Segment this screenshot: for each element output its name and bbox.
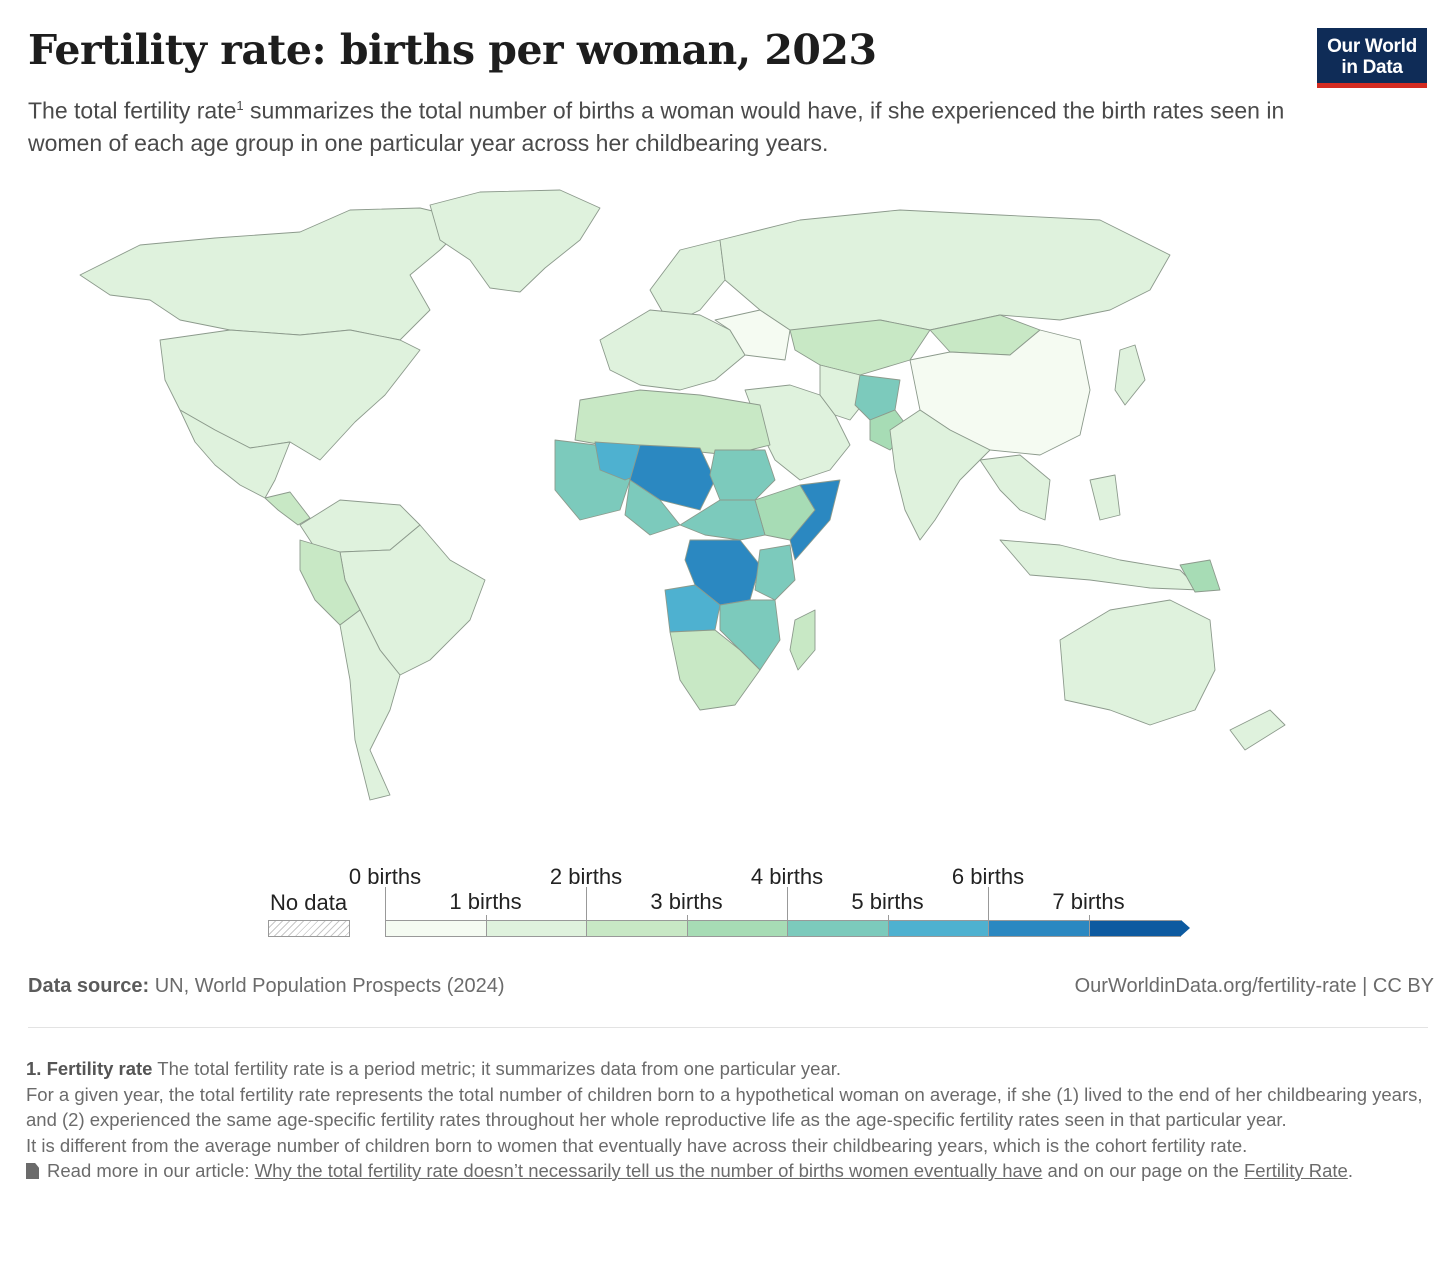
legend-tick-7 <box>1088 915 1090 937</box>
region-central-america[interactable] <box>264 491 311 526</box>
read-more-middle: and on our page on the <box>1042 1160 1244 1181</box>
region-central-africa[interactable] <box>679 499 766 541</box>
region-east-africa[interactable] <box>754 544 796 601</box>
legend-label-0: 0 births <box>348 864 422 889</box>
legend-tick-5 <box>887 915 889 937</box>
region-new-zealand[interactable] <box>1229 709 1286 751</box>
chart-title: Fertility rate: births per woman, 2023 <box>28 26 877 74</box>
legend-tick-6 <box>988 887 989 937</box>
legend-label-6: 6 births <box>951 864 1025 889</box>
region-western-europe[interactable] <box>599 309 746 391</box>
region-philippines[interactable] <box>1089 474 1121 521</box>
footnote-read-more: Read more in our article: Why the total … <box>26 1158 1428 1184</box>
read-more-prefix: Read more in our article: <box>47 1160 255 1181</box>
legend-bin-6[interactable] <box>988 920 1089 937</box>
legend-arrow <box>1180 920 1190 936</box>
credit-link[interactable]: OurWorldinData.org/fertility-rate | CC B… <box>1074 975 1434 997</box>
legend-bin-3[interactable] <box>686 920 787 937</box>
legend-tick-0 <box>385 887 386 937</box>
legend-no-data-label: No data <box>270 890 348 915</box>
legend-no-data-swatch <box>268 920 350 937</box>
region-greenland[interactable] <box>429 189 601 293</box>
region-australia[interactable] <box>1059 599 1216 726</box>
footnote-ref[interactable]: 1 <box>236 98 244 113</box>
legend-tick-4 <box>787 887 788 937</box>
footnote-1: 1. Fertility rate The total fertility ra… <box>26 1056 1428 1082</box>
legend-bin-5[interactable] <box>887 920 988 937</box>
region-india[interactable] <box>889 409 991 541</box>
region-mexico[interactable] <box>179 409 291 499</box>
legend-label-5: 5 births <box>851 889 924 914</box>
color-legend: No data 0 births 1 births 2 births 3 births… <box>260 860 1200 950</box>
region-nigeria[interactable] <box>624 479 681 536</box>
data-source-label: Data source: <box>28 975 150 997</box>
legend-bin-2[interactable] <box>586 920 687 937</box>
legend-label-2: 2 births <box>549 864 623 889</box>
legend-bin-0[interactable] <box>385 920 486 937</box>
legend-bin-7[interactable] <box>1088 920 1181 937</box>
region-canada[interactable] <box>79 207 471 341</box>
read-more-end: . <box>1347 1160 1353 1181</box>
region-indonesia[interactable] <box>999 539 1201 591</box>
region-somalia[interactable] <box>789 479 841 561</box>
data-source: Data source: UN, World Population Prospe… <box>28 975 505 998</box>
article-link[interactable]: Why the total fertility rate doesn’t nec… <box>254 1160 1043 1181</box>
region-papua-new-guinea[interactable] <box>1179 559 1221 593</box>
legend-tick-2 <box>586 887 587 937</box>
region-argentina-chile[interactable] <box>339 609 401 801</box>
legend-bin-4[interactable] <box>787 920 888 937</box>
chart-subtitle: The total fertility rate1 summarizes the… <box>28 90 1308 159</box>
divider <box>28 1027 1428 1028</box>
logo-line-1: Our World <box>1327 36 1417 57</box>
world-choropleth-map[interactable] <box>0 180 1456 840</box>
region-southeast-asia[interactable] <box>979 454 1051 521</box>
subtitle-text-end: summarizes the total number of births a … <box>28 97 1285 156</box>
owid-logo[interactable]: Our World in Data <box>1317 28 1427 88</box>
region-kazakhstan[interactable] <box>789 319 931 376</box>
footnotes: 1. Fertility rate The total fertility ra… <box>26 1056 1428 1184</box>
region-tanzania-mozambique[interactable] <box>719 599 781 671</box>
fertility-rate-page-link[interactable]: Fertility Rate <box>1244 1160 1348 1181</box>
data-source-text: UN, World Population Prospects (2024) <box>149 975 505 997</box>
document-icon <box>26 1163 39 1179</box>
legend-bin-1[interactable] <box>485 920 586 937</box>
footnote-1-text: The total fertility rate is a period met… <box>152 1058 842 1079</box>
subtitle-text-start: The total fertility rate <box>28 97 237 124</box>
region-japan[interactable] <box>1114 344 1146 406</box>
region-russia[interactable] <box>719 209 1171 331</box>
legend-tick-1 <box>485 915 487 937</box>
region-angola[interactable] <box>664 584 721 633</box>
footnote-1-title: 1. Fertility rate <box>26 1058 153 1079</box>
legend-tick-3 <box>686 915 688 937</box>
region-southern-africa[interactable] <box>669 629 761 711</box>
region-sudan[interactable] <box>709 449 776 501</box>
footnote-paragraph-2: For a given year, the total fertility ra… <box>26 1083 1423 1131</box>
region-madagascar[interactable] <box>789 609 816 671</box>
legend-label-3: 3 births <box>650 889 723 914</box>
legend-label-4: 4 births <box>750 864 824 889</box>
footnote-paragraph-3: It is different from the average number … <box>26 1134 1248 1156</box>
legend-label-1: 1 births <box>449 889 522 914</box>
legend-label-7: 7 births <box>1052 889 1125 914</box>
logo-line-2: in Data <box>1341 57 1403 78</box>
